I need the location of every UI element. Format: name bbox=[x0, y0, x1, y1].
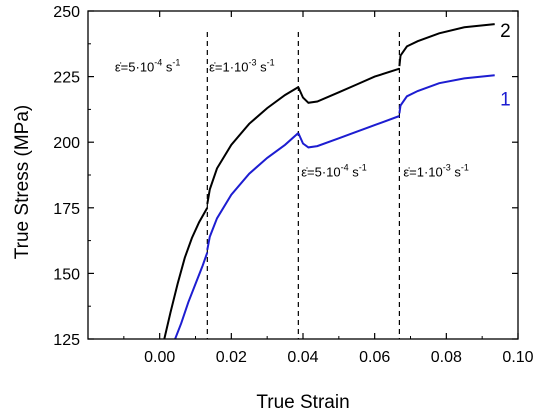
y-tick-label: 125 bbox=[53, 332, 80, 349]
x-tick-label: 0.04 bbox=[287, 349, 318, 366]
series-1-segment-4 bbox=[398, 74, 495, 114]
series-2-segment-3 bbox=[297, 67, 400, 104]
series-1-segment-3 bbox=[297, 115, 400, 149]
series-2-label: 2 bbox=[500, 21, 511, 42]
y-tick-label: 225 bbox=[53, 70, 80, 87]
y-tick-label: 250 bbox=[53, 4, 80, 21]
series-1-segment-1 bbox=[174, 252, 209, 339]
x-tick-label: 0.10 bbox=[502, 349, 533, 366]
x-tick-label: 0.00 bbox=[144, 349, 175, 366]
series-2-segment-4 bbox=[398, 23, 495, 67]
x-tick-label: 0.02 bbox=[216, 349, 247, 366]
strain-rate-annotation-2: ε̇=1·10-3 s-1 bbox=[209, 57, 275, 74]
strain-rate-annotation-3: ε̇=5·10-4 s-1 bbox=[301, 162, 367, 179]
y-tick-label: 200 bbox=[53, 135, 80, 152]
y-tick-label: 150 bbox=[53, 266, 80, 283]
series-2-segment-2 bbox=[206, 86, 299, 205]
x-tick-label: 0.08 bbox=[431, 349, 462, 366]
y-axis-title: True Stress (MPa) bbox=[12, 105, 33, 260]
series-1-segment-2 bbox=[206, 132, 299, 250]
strain-rate-annotation-1: ε̇=5·10-4 s-1 bbox=[115, 57, 181, 74]
x-tick-label: 0.06 bbox=[359, 349, 390, 366]
strain-rate-annotation-4: ε̇=1·10-3 s-1 bbox=[403, 162, 469, 179]
y-tick-label: 175 bbox=[53, 201, 80, 218]
series-1-curve bbox=[174, 74, 495, 339]
x-axis-title: True Strain bbox=[256, 392, 349, 413]
series-2-curve bbox=[163, 23, 495, 339]
series-1-label: 1 bbox=[500, 89, 511, 110]
series-2-segment-1 bbox=[163, 207, 209, 339]
